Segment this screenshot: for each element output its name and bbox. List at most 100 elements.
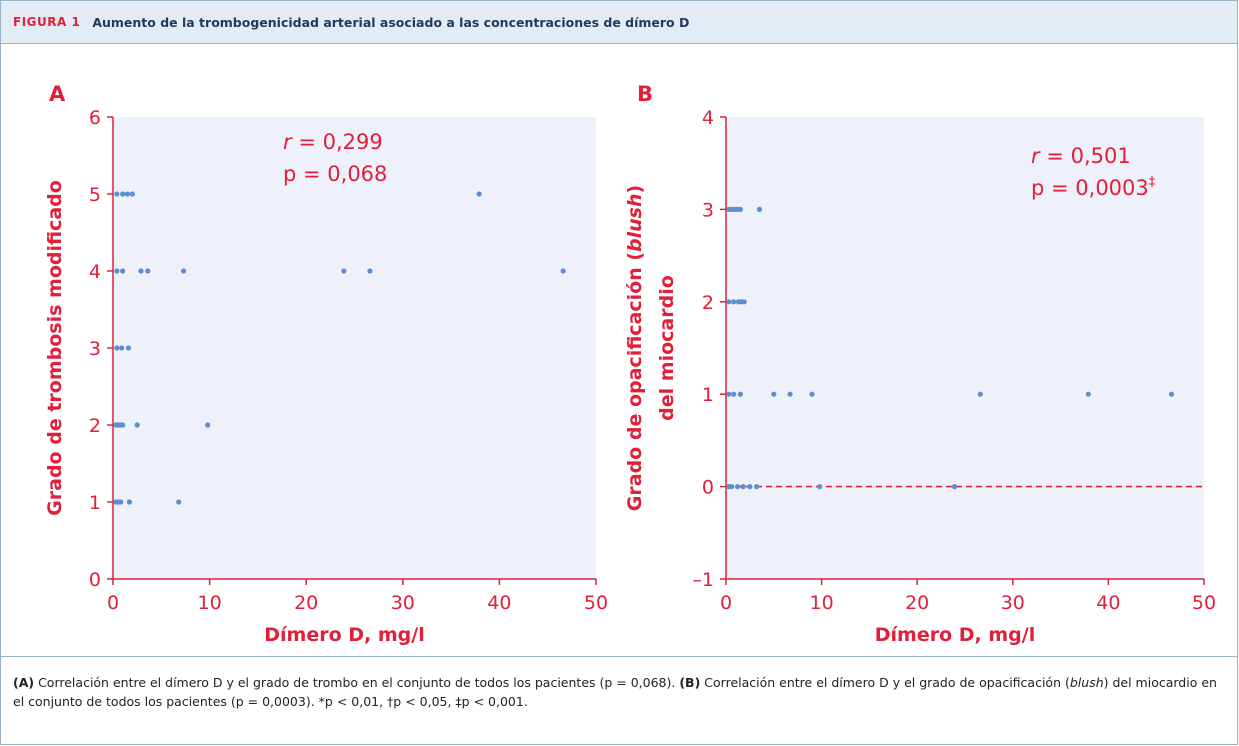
stat-r: r = 0,299 — [283, 130, 383, 154]
figure-caption: (A) Correlación entre el dímero D y el g… — [13, 673, 1223, 711]
data-point — [125, 345, 132, 351]
y-axis-label-italic: blush — [624, 193, 646, 251]
caption-b-italic: blush — [1069, 675, 1104, 690]
y-tick-label: 4 — [702, 107, 714, 129]
y-axis-label: Grado de trombosis modificado — [44, 180, 66, 516]
stat-r-symbol: r — [1031, 144, 1041, 168]
y-tick-label: 1 — [702, 384, 714, 406]
stat-r: r = 0,501 — [1031, 144, 1131, 168]
data-point — [753, 484, 760, 490]
data-point — [138, 268, 144, 274]
data-point — [560, 268, 566, 274]
data-point — [737, 206, 743, 212]
data-point — [1168, 391, 1175, 397]
data-point — [114, 268, 120, 274]
data-point — [120, 268, 126, 274]
data-point — [114, 345, 120, 351]
data-point — [741, 299, 747, 305]
data-point — [176, 499, 182, 505]
data-point — [118, 499, 124, 505]
y-axis-label-part: Grado de opacificación ( — [624, 252, 646, 511]
caption-a-text: Correlación entre el dímero D y el grado… — [34, 675, 680, 690]
data-point — [134, 422, 140, 428]
data-point — [1085, 391, 1091, 397]
data-point — [124, 191, 131, 197]
x-tick-label: 40 — [1096, 592, 1120, 614]
plots-area: A 0 1 2 3 4 5 6 0 10 20 30 40 50 Dímero D, mg/l Grado d… — [1, 45, 1237, 657]
data-point — [737, 391, 743, 397]
stat-p: p = 0,0003‡ — [1031, 175, 1156, 200]
caption-b-text-1: Correlación entre el dímero D y el grado… — [700, 675, 1070, 690]
data-point — [977, 391, 983, 397]
x-tick-label: 20 — [905, 592, 929, 614]
figure-label: FIGURA 1 — [13, 15, 81, 29]
data-point — [740, 484, 746, 490]
y-axis-label-line2: del miocardio — [656, 275, 678, 421]
data-point — [726, 391, 732, 397]
figure-header: FIGURA 1 Aumento de la trombogenicidad a… — [1, 1, 1237, 44]
figure-title: Aumento de la trombogenicidad arterial a… — [92, 14, 690, 30]
x-axis-label: Dímero D, mg/l — [264, 624, 424, 646]
data-point — [747, 484, 753, 490]
x-tick-label: 30 — [391, 592, 415, 614]
data-point — [120, 191, 126, 197]
data-point — [145, 268, 151, 274]
data-point — [734, 484, 741, 490]
data-point — [129, 191, 135, 197]
stat-p-value: p = 0,068 — [283, 162, 387, 186]
y-tick-label: 3 — [702, 199, 714, 221]
stat-r-value: = 0,501 — [1040, 144, 1131, 168]
x-tick-label: 20 — [294, 592, 318, 614]
caption-a-tag: (A) — [13, 675, 35, 690]
data-point — [729, 484, 735, 490]
data-point — [367, 268, 373, 274]
stat-p-superscript: ‡ — [1149, 175, 1156, 190]
x-tick-label: 10 — [810, 592, 834, 614]
caption-b-text-2: ) del miocardio en el conjunto de todos … — [13, 675, 1217, 709]
plot-area — [726, 117, 1204, 579]
data-point — [787, 391, 793, 397]
data-point — [119, 345, 125, 351]
data-point — [809, 391, 815, 397]
y-tick-label: 2 — [702, 292, 714, 314]
y-tick-label: 6 — [89, 107, 101, 129]
data-point — [726, 299, 732, 305]
x-tick-label: 30 — [1001, 592, 1025, 614]
x-tick-label: 50 — [1192, 592, 1216, 614]
x-tick-label: 0 — [107, 592, 119, 614]
y-tick-label: –1 — [692, 569, 714, 591]
stat-r-value: = 0,299 — [292, 130, 383, 154]
x-axis-label: Dímero D, mg/l — [875, 624, 1035, 646]
panel-letter: B — [637, 82, 653, 106]
data-point — [756, 206, 763, 212]
y-tick-label: 0 — [89, 569, 101, 591]
data-point — [476, 191, 482, 197]
y-tick-label: 4 — [89, 261, 101, 283]
data-point — [951, 484, 958, 490]
chart-panel-a: A 0 1 2 3 4 5 6 0 10 20 30 40 50 Dímero D, mg/l Grado d… — [44, 82, 608, 646]
y-tick-label: 3 — [89, 338, 101, 360]
y-tick-label: 1 — [89, 492, 101, 514]
data-point — [120, 422, 126, 428]
data-point — [126, 499, 133, 505]
data-point — [731, 299, 737, 305]
data-point — [341, 268, 347, 274]
stat-p-value: p = 0,0003 — [1031, 176, 1149, 200]
x-tick-label: 0 — [720, 592, 732, 614]
y-tick-label: 2 — [89, 415, 101, 437]
x-tick-label: 10 — [198, 592, 222, 614]
data-point — [817, 484, 823, 490]
plot-area — [113, 117, 596, 579]
data-point — [180, 268, 187, 274]
data-point — [731, 391, 737, 397]
caption-b-tag: (B) — [679, 675, 701, 690]
x-tick-label: 50 — [584, 592, 608, 614]
panel-letter: A — [49, 82, 66, 106]
stat-r-symbol: r — [283, 130, 293, 154]
data-point — [771, 391, 777, 397]
y-axis-label-line1: Grado de opacificación (blush) — [624, 185, 646, 511]
stat-p: p = 0,068 — [283, 162, 387, 186]
